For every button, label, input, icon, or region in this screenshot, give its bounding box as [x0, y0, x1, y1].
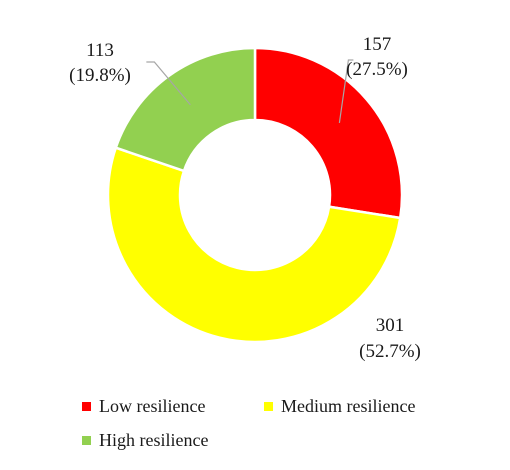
chart-legend: Low resilience Medium resilience High re…	[82, 396, 482, 466]
legend-item-high: High resilience	[82, 430, 208, 451]
leader-lines	[146, 59, 354, 123]
data-label-high-percent: (19.8%)	[69, 65, 131, 86]
data-label-high-value: 113	[86, 40, 114, 61]
legend-item-medium: Medium resilience	[264, 396, 415, 417]
data-label-low-percent: (27.5%)	[346, 59, 408, 80]
leader-line-high	[146, 61, 191, 106]
legend-label-medium: Medium resilience	[281, 396, 416, 416]
leader-line-low	[338, 59, 354, 123]
legend-swatch-low	[82, 402, 91, 411]
legend-label-low: Low resilience	[99, 396, 206, 416]
data-label-medium-value: 301	[376, 315, 405, 336]
legend-item-low: Low resilience	[82, 396, 205, 417]
chart-slices	[106, 46, 404, 344]
legend-label-high: High resilience	[99, 430, 209, 450]
legend-swatch-high	[82, 436, 91, 445]
slice-high	[114, 46, 257, 173]
legend-swatch-medium	[264, 402, 273, 411]
slice-low	[253, 46, 404, 220]
data-label-low-value: 157	[363, 34, 392, 55]
data-label-medium-percent: (52.7%)	[359, 341, 421, 362]
slice-medium	[106, 146, 402, 344]
